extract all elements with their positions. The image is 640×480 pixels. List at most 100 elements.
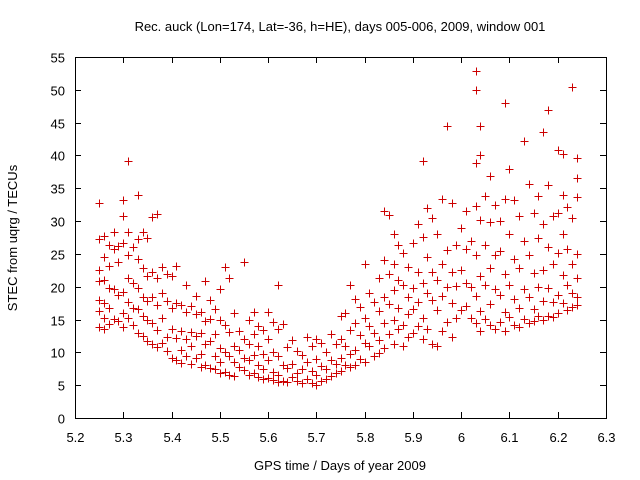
- data-point: [573, 293, 582, 302]
- data-point: [544, 106, 553, 115]
- data-point: [568, 83, 577, 92]
- data-point: [390, 260, 399, 269]
- data-point: [452, 241, 461, 250]
- data-point: [312, 371, 321, 380]
- data-point: [201, 317, 210, 326]
- data-point: [230, 358, 239, 367]
- data-point: [544, 243, 553, 252]
- data-point: [510, 295, 519, 304]
- data-point: [279, 377, 288, 386]
- data-point: [380, 207, 389, 216]
- data-point: [269, 376, 278, 385]
- data-point: [501, 327, 510, 336]
- data-point: [105, 262, 114, 271]
- data-point: [346, 326, 355, 335]
- data-point: [264, 308, 273, 317]
- data-point: [269, 348, 278, 357]
- data-point: [259, 350, 268, 359]
- data-point: [124, 314, 133, 323]
- data-point: [472, 202, 481, 211]
- data-point: [433, 342, 442, 351]
- data-point: [486, 321, 495, 330]
- data-point: [385, 330, 394, 339]
- data-point: [274, 371, 283, 380]
- data-point: [201, 340, 210, 349]
- data-point: [496, 217, 505, 226]
- data-point: [168, 325, 177, 334]
- data-point: [409, 329, 418, 338]
- data-point: [201, 277, 210, 286]
- data-point: [346, 363, 355, 372]
- data-point: [356, 303, 365, 312]
- data-point: [100, 253, 109, 262]
- data-point: [433, 276, 442, 285]
- data-point: [158, 314, 167, 323]
- data-point: [105, 284, 114, 293]
- data-point: [114, 317, 123, 326]
- data-point: [105, 304, 114, 313]
- data-point: [337, 354, 346, 363]
- data-point: [501, 195, 510, 204]
- data-point: [95, 199, 104, 208]
- data-point: [100, 325, 109, 334]
- data-point: [501, 99, 510, 108]
- data-point: [254, 373, 263, 382]
- data-point: [539, 297, 548, 306]
- data-point: [510, 321, 519, 330]
- data-point: [443, 246, 452, 255]
- data-point: [197, 363, 206, 372]
- y-tick-label: 25: [51, 248, 65, 263]
- x-tick-label: 5.5: [211, 430, 229, 445]
- data-point: [197, 350, 206, 359]
- data-point: [153, 343, 162, 352]
- data-point: [568, 303, 577, 312]
- data-point: [573, 250, 582, 259]
- data-point: [491, 325, 500, 334]
- data-point: [172, 356, 181, 365]
- data-point: [534, 234, 543, 243]
- data-point: [317, 339, 326, 348]
- data-point: [530, 305, 539, 314]
- data-point: [143, 272, 152, 281]
- x-tick-label: 6.2: [549, 430, 567, 445]
- data-point: [563, 245, 572, 254]
- data-point: [119, 309, 128, 318]
- data-point: [534, 283, 543, 292]
- data-point: [225, 328, 234, 337]
- data-point: [573, 274, 582, 283]
- data-point: [428, 340, 437, 349]
- data-point: [423, 289, 432, 298]
- data-point: [351, 346, 360, 355]
- data-point: [110, 228, 119, 237]
- data-point: [399, 342, 408, 351]
- data-point: [134, 255, 143, 264]
- data-point: [361, 358, 370, 367]
- x-tick-label: 5.6: [259, 430, 277, 445]
- data-point: [375, 307, 384, 316]
- x-tick-label: 5.7: [307, 430, 325, 445]
- data-point: [129, 321, 138, 330]
- data-point: [110, 315, 119, 324]
- data-point: [168, 272, 177, 281]
- x-tick-label: 5.9: [404, 430, 422, 445]
- data-point: [134, 235, 143, 244]
- data-point: [525, 319, 534, 328]
- data-point: [370, 298, 379, 307]
- data-point: [341, 361, 350, 370]
- data-point: [259, 375, 268, 384]
- data-point: [245, 340, 254, 349]
- data-point: [148, 293, 157, 302]
- data-point: [332, 369, 341, 378]
- data-point: [505, 230, 514, 239]
- y-axis-label: STEC from uqrg / TECUs: [5, 164, 20, 311]
- data-point: [124, 251, 133, 260]
- data-point: [283, 343, 292, 352]
- data-point: [443, 122, 452, 131]
- data-point: [100, 232, 109, 241]
- data-point: [520, 237, 529, 246]
- plot-frame: [75, 57, 607, 419]
- data-point: [438, 292, 447, 301]
- data-point: [419, 233, 428, 242]
- data-point: [365, 322, 374, 331]
- data-point: [375, 349, 384, 358]
